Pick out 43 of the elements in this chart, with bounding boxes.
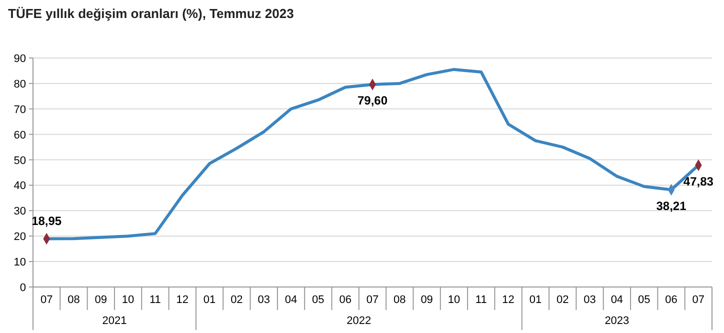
x-tick-label: 05 [312, 294, 324, 306]
data-label: 38,21 [656, 198, 687, 213]
x-tick-label: 01 [203, 294, 216, 306]
x-tick-label: 12 [176, 294, 189, 306]
x-tick-label: 02 [230, 294, 243, 306]
data-label: 47,83 [683, 174, 714, 188]
y-tick-label: 70 [14, 104, 26, 116]
x-tick-label: 02 [556, 294, 569, 306]
x-tick-label: 10 [448, 294, 460, 306]
y-tick-label: 60 [14, 129, 26, 142]
x-tick-label: 09 [94, 294, 108, 306]
x-tick-label: 07 [692, 294, 705, 306]
x-tick-label: 05 [638, 294, 650, 306]
y-tick-label: 50 [14, 154, 26, 167]
x-tick-label: 03 [584, 294, 596, 306]
x-tick-label: 07 [40, 294, 53, 306]
text: 2023 [604, 315, 630, 327]
chart-title: TÜFE yıllık değişim oranları (%), Temmuz 2023 [8, 6, 294, 21]
x-tick-label: 10 [122, 294, 134, 306]
text: 2022 [346, 315, 372, 327]
x-tick-label: 01 [529, 294, 542, 306]
y-tick-label: 0 [20, 282, 26, 294]
x-tick-label: 07 [366, 294, 379, 306]
x-tick-label: 06 [665, 294, 678, 306]
y-tick-label: 20 [14, 231, 26, 244]
x-tick-label: 09 [420, 294, 433, 306]
x-tick-label: 11 [150, 294, 161, 306]
data-label: 18,95 [32, 214, 62, 228]
y-tick-label: 10 [14, 256, 26, 269]
x-tick-label: 06 [339, 294, 352, 306]
y-tick-label: 80 [14, 78, 26, 90]
x-tick-label: 03 [258, 294, 270, 306]
x-tick-label: 08 [68, 294, 80, 306]
x-tick-label: 04 [284, 294, 298, 306]
y-tick-label: 90 [14, 53, 26, 65]
x-tick-label: 04 [610, 294, 624, 306]
x-tick-label: 11 [475, 294, 487, 306]
text: 2021 [102, 315, 127, 327]
y-tick-label: 40 [14, 180, 26, 192]
x-tick-label: 12 [502, 294, 514, 306]
x-tick-label: 08 [394, 294, 406, 306]
data-label: 79,60 [357, 93, 388, 108]
y-tick-label: 30 [14, 206, 26, 218]
